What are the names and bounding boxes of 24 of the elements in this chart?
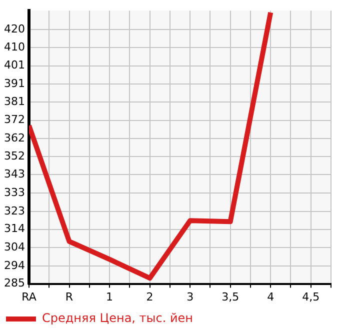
x-tick-label: 1 (106, 290, 114, 304)
y-tick-label: 333 (4, 186, 25, 199)
y-tick-label: 410 (4, 40, 25, 54)
legend-label: Средняя Цена, тыс. йен (42, 311, 194, 326)
y-tick-label: 381 (4, 95, 25, 108)
y-tick-label: 323 (4, 204, 25, 218)
y-tick-label: 362 (4, 131, 25, 144)
x-tick-label: 4 (267, 290, 274, 304)
x-tick-label: R (65, 290, 74, 304)
x-tick-label: 2 (146, 290, 154, 304)
y-tick-label: 372 (4, 113, 25, 126)
y-tick-label: 391 (4, 76, 25, 90)
x-tick-label: RA (22, 290, 37, 304)
y-tick-label: 352 (4, 149, 25, 162)
y-tick-label: 401 (4, 58, 25, 72)
x-tick-label: 3,5 (222, 290, 240, 304)
x-tick-label: 4,5 (302, 290, 320, 304)
y-tick-label: 304 (4, 240, 25, 254)
y-tick-label: 294 (4, 258, 25, 272)
y-tick-label: 285 (4, 276, 25, 290)
y-tick-label: 420 (4, 22, 25, 36)
y-tick-label: 314 (4, 222, 25, 236)
y-tick-label: 343 (4, 168, 25, 181)
x-tick-label: 3 (186, 290, 194, 304)
